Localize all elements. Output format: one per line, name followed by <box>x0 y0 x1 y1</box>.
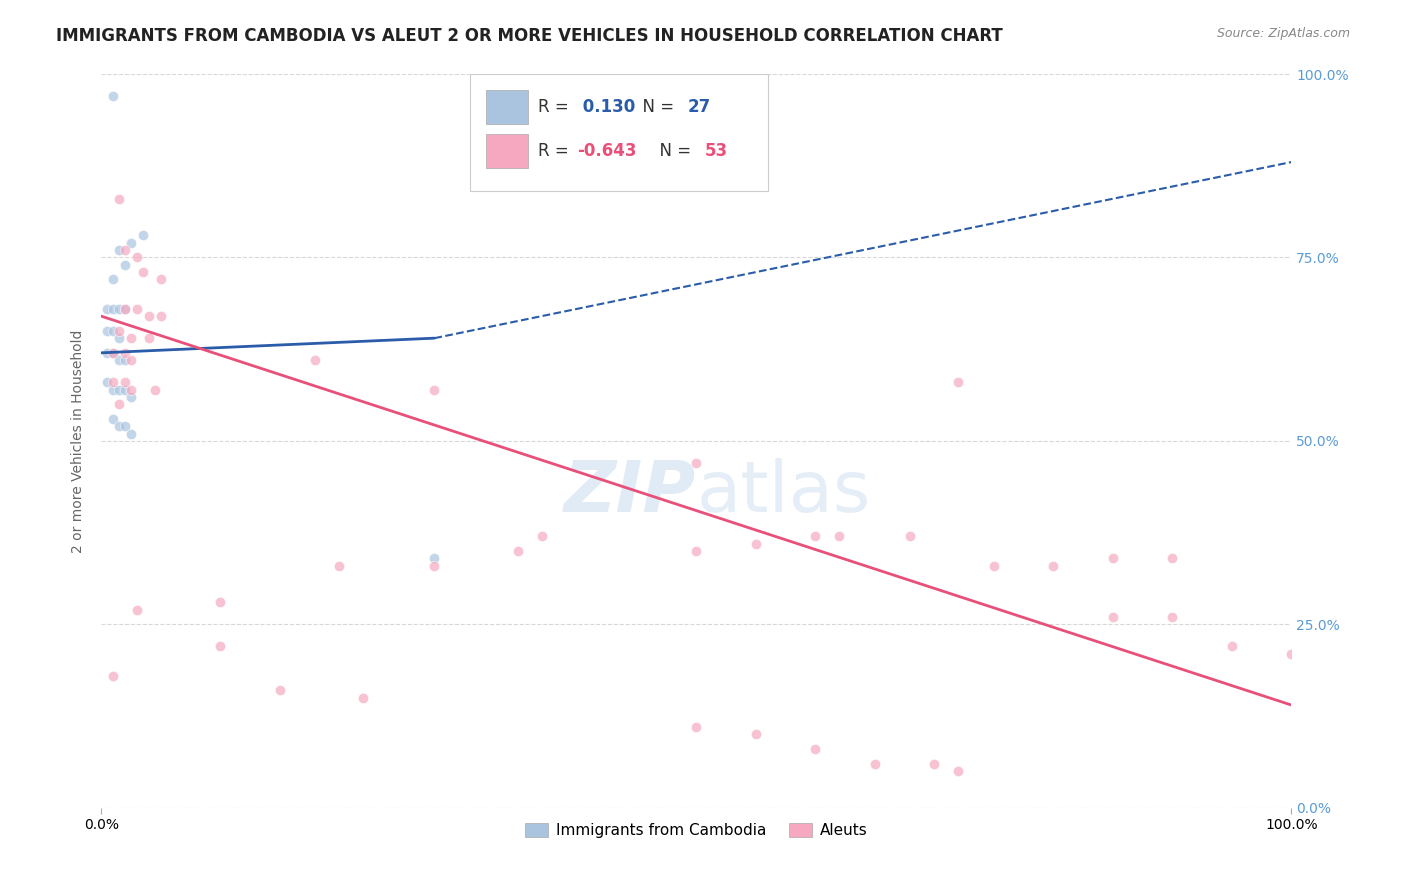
Point <box>108 301 131 316</box>
Text: N =: N = <box>633 98 679 116</box>
Text: -0.643: -0.643 <box>578 142 637 160</box>
Point <box>125 602 148 616</box>
FancyBboxPatch shape <box>485 134 529 168</box>
Point <box>96 301 118 316</box>
Point <box>209 595 232 609</box>
Point <box>108 419 131 434</box>
Point <box>946 375 969 389</box>
Point <box>685 544 707 558</box>
Point <box>96 346 118 360</box>
Point <box>149 272 172 286</box>
Point <box>685 720 707 734</box>
Point <box>114 258 136 272</box>
Point <box>101 324 124 338</box>
Point <box>352 690 374 705</box>
Point <box>946 764 969 778</box>
Point <box>828 529 851 543</box>
Text: atlas: atlas <box>696 458 870 527</box>
Point <box>1101 610 1123 624</box>
Point <box>863 756 886 771</box>
Point <box>1101 551 1123 566</box>
Point <box>101 383 124 397</box>
Point <box>108 383 131 397</box>
Point <box>101 301 124 316</box>
Point <box>685 456 707 470</box>
Text: ZIP: ZIP <box>564 458 696 527</box>
Point <box>423 558 446 573</box>
Point <box>1161 610 1184 624</box>
Point <box>138 309 160 323</box>
Point <box>209 640 232 654</box>
Point <box>143 383 166 397</box>
Point <box>114 243 136 257</box>
Point <box>120 235 142 250</box>
Point <box>745 536 768 550</box>
Point <box>101 346 124 360</box>
Point <box>114 419 136 434</box>
Point <box>924 756 946 771</box>
Point <box>530 529 553 543</box>
Point <box>114 301 136 316</box>
Point <box>108 192 131 206</box>
Text: N =: N = <box>648 142 696 160</box>
Point <box>328 558 350 573</box>
Point <box>108 243 131 257</box>
FancyBboxPatch shape <box>470 74 768 192</box>
Point <box>108 331 131 345</box>
Point <box>1161 551 1184 566</box>
Point <box>96 375 118 389</box>
Point <box>304 353 326 368</box>
Point <box>114 383 136 397</box>
Point <box>120 390 142 404</box>
Text: IMMIGRANTS FROM CAMBODIA VS ALEUT 2 OR MORE VEHICLES IN HOUSEHOLD CORRELATION CH: IMMIGRANTS FROM CAMBODIA VS ALEUT 2 OR M… <box>56 27 1002 45</box>
Point <box>114 375 136 389</box>
Point <box>108 397 131 411</box>
Point <box>101 668 124 682</box>
Point <box>96 324 118 338</box>
Text: 27: 27 <box>688 98 711 116</box>
Point <box>114 301 136 316</box>
Point <box>1279 647 1302 661</box>
Point <box>132 265 155 279</box>
Point <box>1042 558 1064 573</box>
Point <box>101 272 124 286</box>
Point <box>804 742 827 756</box>
Point <box>120 383 142 397</box>
Point <box>120 353 142 368</box>
Point <box>114 346 136 360</box>
Point <box>745 727 768 741</box>
Point <box>108 324 131 338</box>
Point <box>101 346 124 360</box>
Point <box>423 551 446 566</box>
Text: R =: R = <box>538 98 574 116</box>
Text: R =: R = <box>538 142 574 160</box>
FancyBboxPatch shape <box>485 90 529 124</box>
Text: 53: 53 <box>704 142 728 160</box>
Point <box>108 353 131 368</box>
Point <box>506 544 529 558</box>
Point <box>125 251 148 265</box>
Point <box>149 309 172 323</box>
Point <box>101 89 124 103</box>
Point <box>269 683 291 698</box>
Point <box>1220 640 1243 654</box>
Y-axis label: 2 or more Vehicles in Household: 2 or more Vehicles in Household <box>72 329 86 552</box>
Point <box>983 558 1005 573</box>
Point <box>120 331 142 345</box>
Point <box>125 301 148 316</box>
Point <box>101 412 124 426</box>
Point <box>120 426 142 441</box>
Point <box>138 331 160 345</box>
Point <box>900 529 922 543</box>
Point <box>132 228 155 243</box>
Point <box>423 383 446 397</box>
Legend: Immigrants from Cambodia, Aleuts: Immigrants from Cambodia, Aleuts <box>519 817 873 844</box>
Point <box>114 353 136 368</box>
Point <box>101 375 124 389</box>
Text: Source: ZipAtlas.com: Source: ZipAtlas.com <box>1216 27 1350 40</box>
Point <box>804 529 827 543</box>
Text: 0.130: 0.130 <box>578 98 636 116</box>
